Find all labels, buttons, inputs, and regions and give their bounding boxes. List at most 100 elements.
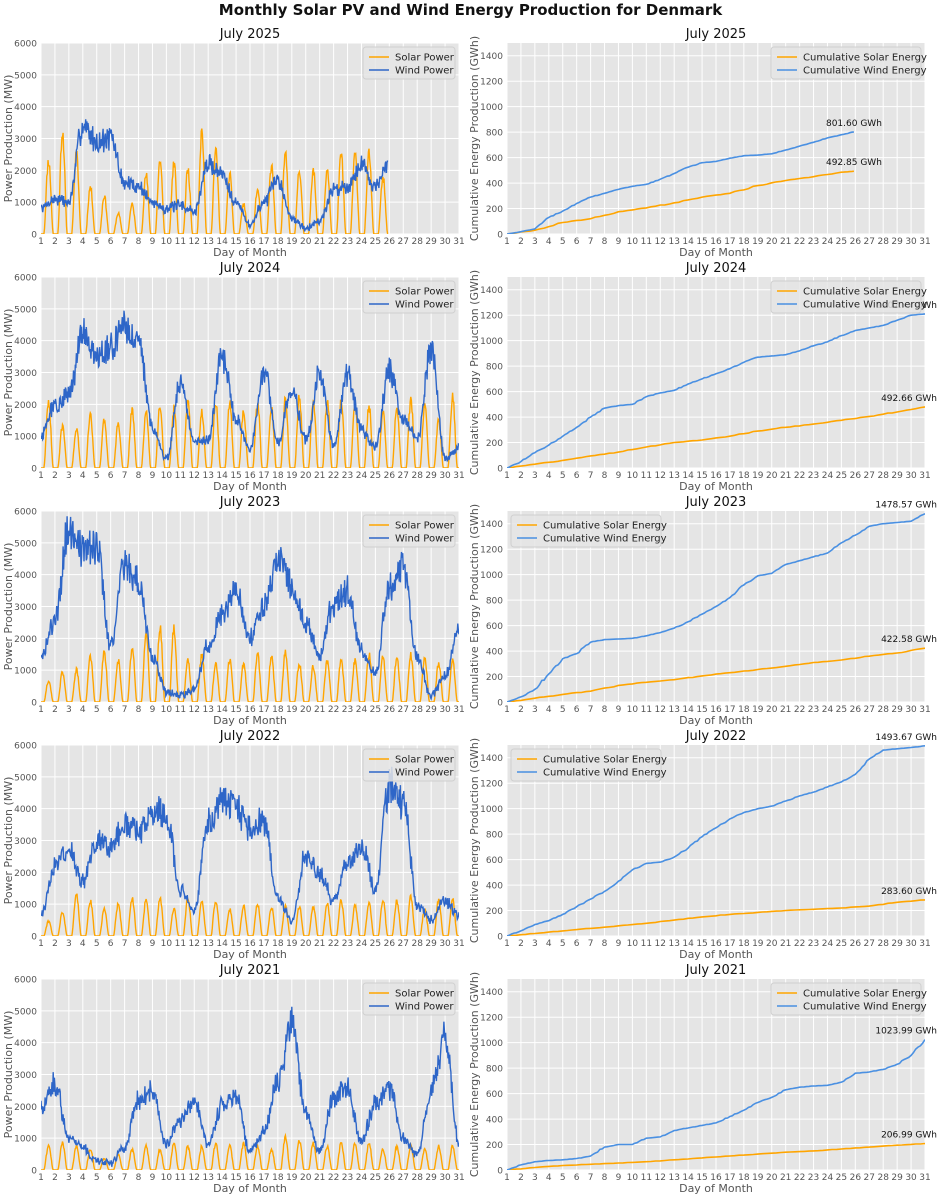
x-tick-label: 12 bbox=[189, 939, 200, 949]
legend-frame bbox=[362, 280, 456, 314]
annotation-wind-total: 1023.99 GWh bbox=[875, 1027, 937, 1037]
legend-label: Solar Power bbox=[395, 521, 455, 532]
x-tick-label: 2 bbox=[52, 1173, 58, 1183]
x-tick-label: 12 bbox=[655, 471, 666, 481]
y-axis-label: Cumulative Energy Production (GWh) bbox=[468, 270, 481, 475]
x-tick-label: 18 bbox=[272, 1173, 284, 1183]
y-tick-label: 3000 bbox=[14, 837, 37, 847]
x-tick-label: 28 bbox=[411, 939, 423, 949]
y-tick-label: 200 bbox=[486, 907, 503, 917]
legend-label: Cumulative Wind Energy bbox=[543, 534, 667, 545]
x-tick-label: 6 bbox=[108, 939, 114, 949]
x-tick-label: 12 bbox=[189, 237, 200, 247]
x-tick-label: 26 bbox=[384, 471, 396, 481]
y-tick-label: 1200 bbox=[480, 546, 503, 556]
legend-frame bbox=[362, 514, 456, 548]
x-tick-label: 21 bbox=[314, 1173, 325, 1183]
x-axis-label: Day of Month bbox=[213, 480, 287, 493]
x-tick-label: 9 bbox=[150, 237, 156, 247]
x-tick-label: 3 bbox=[66, 939, 72, 949]
x-tick-label: 1 bbox=[38, 237, 44, 247]
x-tick-label: 10 bbox=[161, 1173, 173, 1183]
y-tick-label: 600 bbox=[486, 622, 503, 632]
x-tick-label: 28 bbox=[411, 1173, 423, 1183]
y-tick-label: 400 bbox=[486, 882, 503, 892]
x-tick-label: 17 bbox=[724, 1173, 735, 1183]
x-tick-label: 29 bbox=[891, 1173, 903, 1183]
legend-label: Wind Power bbox=[395, 1002, 454, 1013]
x-tick-label: 16 bbox=[710, 1173, 722, 1183]
y-tick-label: 2000 bbox=[14, 401, 37, 411]
x-tick-label: 24 bbox=[822, 237, 834, 247]
x-tick-label: 16 bbox=[244, 705, 256, 715]
legend-frame bbox=[510, 514, 662, 548]
x-tick-label: 28 bbox=[411, 237, 423, 247]
x-tick-label: 31 bbox=[453, 939, 464, 949]
x-tick-label: 10 bbox=[627, 237, 639, 247]
x-tick-label: 31 bbox=[453, 237, 464, 247]
x-tick-label: 17 bbox=[724, 705, 735, 715]
x-tick-label: 29 bbox=[891, 705, 903, 715]
x-tick-label: 14 bbox=[216, 1173, 228, 1183]
legend-label: Cumulative Solar Energy bbox=[803, 287, 927, 298]
x-tick-label: 5 bbox=[94, 939, 100, 949]
y-tick-label: 1400 bbox=[480, 286, 503, 296]
x-tick-label: 8 bbox=[602, 237, 608, 247]
legend: Solar Power Wind Power bbox=[362, 514, 456, 548]
x-tick-label: 9 bbox=[150, 471, 156, 481]
x-tick-label: 12 bbox=[655, 237, 666, 247]
y-tick-label: 1200 bbox=[480, 312, 503, 322]
series-group bbox=[41, 119, 389, 234]
x-tick-label: 27 bbox=[864, 237, 875, 247]
x-tick-label: 24 bbox=[356, 471, 368, 481]
x-tick-label: 28 bbox=[411, 705, 423, 715]
x-tick-label: 15 bbox=[230, 939, 241, 949]
x-tick-label: 7 bbox=[122, 939, 128, 949]
x-tick-label: 10 bbox=[627, 939, 639, 949]
series-line-cumulative-solar bbox=[507, 170, 855, 234]
x-tick-label: 31 bbox=[453, 705, 464, 715]
x-tick-label: 30 bbox=[439, 939, 451, 949]
x-tick-label: 7 bbox=[588, 1173, 594, 1183]
x-axis-label: Day of Month bbox=[679, 1182, 753, 1195]
y-tick-label: 400 bbox=[486, 180, 503, 190]
x-tick-label: 23 bbox=[342, 471, 353, 481]
chart-title: July 2021 bbox=[219, 963, 281, 978]
series-line-wind-power bbox=[41, 310, 459, 462]
x-tick-label: 18 bbox=[738, 471, 750, 481]
x-tick-label: 30 bbox=[439, 705, 451, 715]
x-tick-label: 8 bbox=[136, 939, 142, 949]
x-tick-label: 26 bbox=[850, 237, 862, 247]
x-tick-label: 22 bbox=[328, 237, 339, 247]
legend-frame bbox=[362, 748, 456, 782]
x-tick-label: 28 bbox=[411, 471, 423, 481]
x-tick-label: 3 bbox=[532, 705, 538, 715]
x-tick-label: 21 bbox=[780, 705, 791, 715]
x-tick-label: 6 bbox=[574, 939, 580, 949]
y-tick-label: 0 bbox=[31, 1167, 37, 1177]
x-tick-label: 18 bbox=[272, 939, 284, 949]
x-tick-label: 22 bbox=[794, 1173, 805, 1183]
x-tick-label: 30 bbox=[439, 237, 451, 247]
x-tick-label: 4 bbox=[546, 471, 552, 481]
y-tick-label: 0 bbox=[497, 1167, 503, 1177]
y-tick-label: 1400 bbox=[480, 520, 503, 530]
x-tick-label: 30 bbox=[439, 1173, 451, 1183]
x-tick-label: 16 bbox=[244, 471, 256, 481]
legend-label: Cumulative Solar Energy bbox=[543, 521, 667, 532]
x-tick-label: 6 bbox=[574, 705, 580, 715]
x-tick-label: 6 bbox=[574, 471, 580, 481]
y-tick-label: 3000 bbox=[14, 135, 37, 145]
x-tick-label: 30 bbox=[905, 705, 917, 715]
annotation-wind-total: 1493.67 GWh bbox=[875, 733, 937, 743]
chart-title: July 2022 bbox=[685, 729, 747, 744]
x-tick-label: 3 bbox=[66, 705, 72, 715]
x-tick-label: 6 bbox=[108, 705, 114, 715]
x-tick-label: 12 bbox=[655, 939, 666, 949]
x-tick-label: 20 bbox=[766, 237, 778, 247]
x-tick-label: 20 bbox=[300, 237, 312, 247]
legend-label: Solar Power bbox=[395, 53, 455, 64]
x-tick-label: 15 bbox=[230, 471, 241, 481]
x-tick-label: 1 bbox=[504, 939, 510, 949]
